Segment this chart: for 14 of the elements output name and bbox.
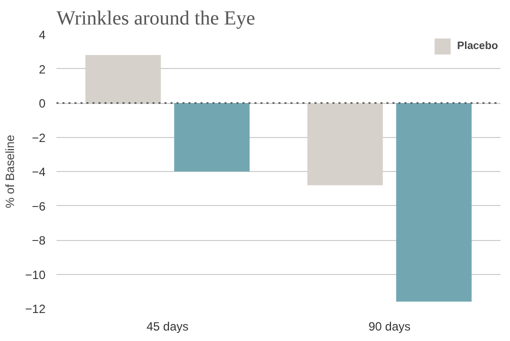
y-tick-label: 4 bbox=[38, 28, 46, 42]
legend-label: Placebo bbox=[457, 40, 498, 52]
y-tick-label: −12 bbox=[25, 302, 46, 316]
y-tick-label: −2 bbox=[32, 130, 46, 145]
y-tick-label: −6 bbox=[32, 199, 46, 214]
x-tick-label: 45 days bbox=[146, 320, 189, 334]
y-tick-label: −8 bbox=[32, 234, 46, 248]
y-tick-label: −4 bbox=[32, 165, 46, 179]
y-tick-label: 2 bbox=[38, 62, 46, 76]
y-axis-title: % of Baseline bbox=[3, 134, 18, 208]
x-tick-label: 90 days bbox=[368, 320, 411, 334]
y-tick-label: 0 bbox=[38, 96, 46, 110]
y-tick-label: −10 bbox=[25, 268, 46, 282]
chart-title: Wrinkles around the Eye bbox=[56, 8, 256, 30]
